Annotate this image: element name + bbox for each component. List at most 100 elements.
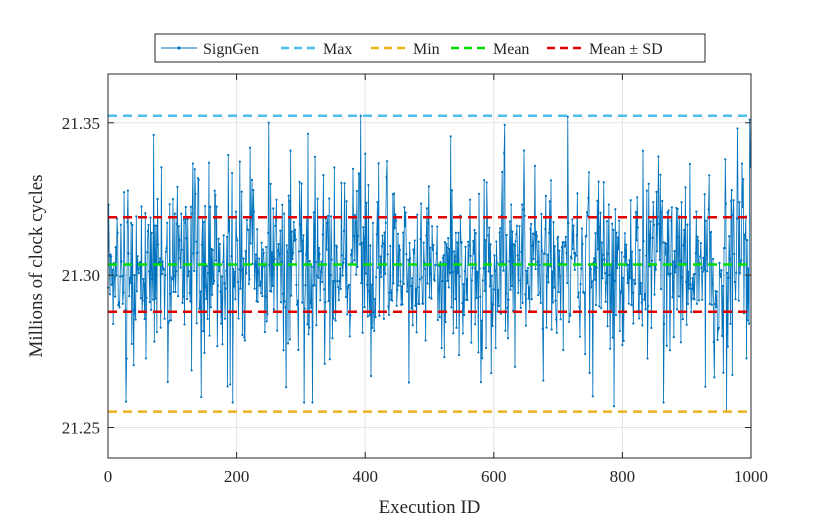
- data-point: [363, 306, 366, 309]
- data-point: [159, 326, 162, 329]
- data-point: [738, 201, 741, 204]
- data-point: [376, 200, 379, 204]
- data-point: [638, 248, 641, 252]
- data-point: [686, 223, 689, 226]
- data-point: [169, 292, 172, 295]
- data-point: [222, 234, 225, 237]
- data-point: [406, 284, 409, 287]
- data-point: [578, 305, 581, 309]
- data-point: [552, 220, 555, 224]
- data-point: [643, 292, 647, 296]
- data-point: [653, 293, 656, 296]
- data-point: [247, 228, 250, 231]
- data-point: [461, 301, 464, 305]
- data-point: [548, 231, 551, 234]
- data-point: [238, 268, 241, 271]
- data-point: [713, 376, 716, 379]
- data-point: [524, 324, 528, 327]
- data-point: [636, 226, 639, 229]
- data-point: [180, 248, 184, 251]
- data-point: [583, 292, 586, 295]
- data-point: [243, 339, 247, 342]
- data-point: [515, 233, 518, 236]
- data-point: [711, 257, 715, 261]
- data-point: [352, 234, 355, 237]
- data-point: [621, 276, 625, 279]
- data-point: [135, 290, 139, 293]
- data-point: [133, 312, 137, 315]
- legend-label: Mean: [493, 41, 529, 58]
- data-point: [196, 251, 199, 254]
- data-point: [212, 282, 215, 285]
- data-point: [294, 238, 297, 241]
- data-point: [202, 330, 205, 333]
- data-point: [313, 284, 316, 287]
- data-point: [684, 280, 688, 283]
- data-point: [181, 301, 184, 305]
- data-point: [380, 245, 384, 248]
- data-point: [412, 252, 416, 255]
- data-point: [398, 248, 402, 251]
- data-point: [142, 282, 146, 286]
- data-point: [738, 272, 742, 275]
- data-point: [492, 303, 495, 306]
- data-point: [465, 277, 468, 280]
- data-point: [740, 259, 743, 262]
- data-point: [477, 192, 481, 195]
- data-point: [392, 282, 395, 285]
- data-point: [706, 270, 709, 273]
- data-point: [247, 282, 250, 286]
- data-point: [571, 218, 574, 221]
- data-point: [677, 235, 680, 238]
- data-point: [659, 287, 663, 291]
- data-point: [516, 254, 519, 257]
- data-point: [325, 248, 328, 251]
- data-point: [587, 171, 591, 174]
- data-point: [265, 245, 268, 249]
- data-point: [263, 330, 266, 334]
- data-point: [285, 386, 288, 389]
- data-point: [483, 289, 486, 292]
- data-point: [520, 250, 523, 254]
- data-point: [133, 273, 136, 277]
- data-point: [361, 331, 364, 334]
- data-point: [426, 282, 429, 285]
- data-point: [604, 300, 607, 303]
- data-point: [166, 221, 169, 224]
- data-point: [493, 269, 497, 272]
- data-point: [295, 283, 298, 286]
- data-point: [539, 291, 542, 294]
- data-point: [667, 209, 670, 212]
- data-point: [472, 239, 475, 243]
- data-point: [713, 302, 717, 306]
- data-point: [695, 302, 699, 305]
- data-point: [481, 279, 484, 282]
- data-point: [366, 283, 369, 286]
- data-point: [359, 114, 362, 117]
- data-point: [452, 250, 456, 253]
- data-point: [661, 241, 665, 244]
- data-point: [317, 276, 320, 279]
- data-point: [429, 246, 432, 249]
- data-point: [636, 196, 639, 199]
- data-point: [548, 200, 551, 203]
- data-point: [304, 253, 308, 256]
- data-point: [460, 241, 463, 244]
- data-point: [729, 200, 733, 203]
- data-point: [403, 225, 407, 228]
- data-point: [741, 205, 744, 209]
- data-point: [626, 282, 629, 285]
- data-point: [345, 200, 348, 203]
- data-point: [330, 215, 333, 218]
- data-point: [166, 380, 169, 383]
- data-point: [206, 317, 209, 320]
- data-point: [155, 224, 158, 227]
- data-point: [600, 306, 603, 310]
- data-point: [250, 178, 254, 182]
- data-point: [632, 278, 636, 282]
- data-point: [474, 323, 477, 326]
- data-point: [594, 232, 597, 235]
- data-point: [323, 362, 326, 365]
- data-point: [178, 257, 182, 260]
- data-point: [326, 222, 329, 225]
